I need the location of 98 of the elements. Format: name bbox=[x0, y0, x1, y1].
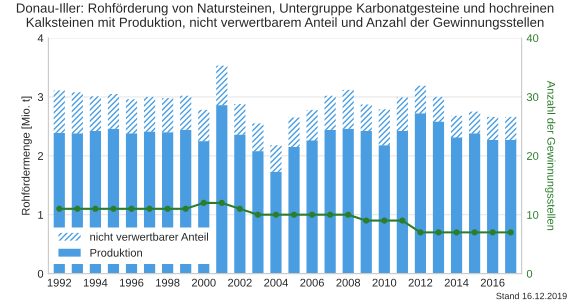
bar bbox=[396, 131, 408, 274]
x-tick-label: 2002 bbox=[228, 278, 252, 287]
bar bbox=[469, 112, 480, 134]
point bbox=[508, 229, 514, 236]
bar bbox=[72, 92, 83, 134]
x-tick-label: 2010 bbox=[372, 278, 396, 287]
point bbox=[56, 206, 62, 212]
x-tick-label: 2014 bbox=[444, 278, 469, 287]
x-tick-label: 2004 bbox=[264, 278, 288, 287]
y2-axis-title: Anzahl der Gewinnungsstellen bbox=[545, 80, 556, 230]
bar bbox=[234, 134, 246, 274]
point bbox=[471, 229, 478, 236]
bar bbox=[360, 131, 372, 274]
bar bbox=[432, 122, 444, 274]
bar bbox=[270, 145, 282, 172]
point bbox=[110, 206, 117, 212]
bar bbox=[378, 109, 390, 146]
y-axis-title: Rohfördermenge [Mio. t] bbox=[21, 96, 32, 215]
y2-tick-label: 20 bbox=[526, 152, 538, 160]
bar bbox=[342, 90, 354, 129]
bar bbox=[90, 96, 101, 132]
point bbox=[200, 200, 207, 206]
bar bbox=[288, 146, 300, 274]
x-tick-label: 1998 bbox=[156, 278, 180, 287]
point bbox=[146, 206, 153, 212]
point bbox=[290, 212, 298, 218]
x-tick-label: 1992 bbox=[48, 278, 72, 287]
bar bbox=[198, 110, 210, 142]
y2-tick-label: 10 bbox=[527, 210, 538, 219]
x-tick-label: 1996 bbox=[120, 278, 144, 287]
bar bbox=[396, 97, 408, 132]
point bbox=[399, 217, 406, 224]
y-tick-label: 2 bbox=[38, 152, 44, 160]
point bbox=[128, 206, 135, 212]
y-tick-label: 1 bbox=[38, 211, 44, 219]
bar bbox=[270, 172, 282, 274]
bar bbox=[54, 90, 65, 133]
legend-label: Produktion bbox=[90, 248, 142, 257]
bar bbox=[108, 94, 120, 129]
bar bbox=[505, 140, 516, 274]
y-tick-label: 3 bbox=[38, 93, 44, 102]
point bbox=[417, 229, 424, 236]
x-tick-label: 2006 bbox=[300, 278, 324, 287]
point bbox=[345, 212, 352, 218]
bar bbox=[306, 140, 318, 274]
bar bbox=[126, 99, 138, 134]
bar bbox=[252, 151, 264, 274]
point bbox=[381, 217, 388, 224]
bar bbox=[234, 104, 246, 135]
point bbox=[254, 212, 262, 218]
text: Stand 16.12.2019 bbox=[496, 292, 567, 300]
bar bbox=[288, 118, 300, 147]
bar bbox=[432, 96, 444, 122]
bar bbox=[180, 96, 192, 130]
bar bbox=[469, 133, 480, 274]
point bbox=[92, 206, 99, 212]
point bbox=[182, 206, 189, 212]
bar bbox=[450, 116, 462, 138]
bar bbox=[324, 130, 336, 274]
y2-tick-label: 0 bbox=[526, 270, 532, 278]
bar bbox=[487, 116, 498, 140]
chart-title: Donau-Iller: Rohförderung von Natursteinen, Untergruppe Karbonatgesteine und hochreinen Kalksteinen mit Produktion, nicht verwertbarem Anteil und Anzahl der Gewinnungsstellen bbox=[16, 3, 554, 30]
x-tick-label: 2008 bbox=[336, 278, 360, 287]
point bbox=[453, 229, 460, 236]
x-tick-label: 1994 bbox=[84, 278, 108, 287]
bar bbox=[505, 116, 516, 140]
y-tick-label: 0 bbox=[38, 270, 44, 278]
point bbox=[327, 212, 334, 218]
x-tick-label: 2012 bbox=[408, 278, 432, 287]
bar bbox=[216, 105, 228, 274]
point bbox=[272, 212, 280, 218]
bar bbox=[378, 145, 390, 274]
bar bbox=[324, 96, 336, 130]
bar bbox=[342, 128, 354, 274]
point bbox=[308, 212, 316, 218]
bar bbox=[414, 113, 426, 274]
bar bbox=[487, 140, 498, 274]
point bbox=[363, 217, 370, 224]
x-tick-label: 2016 bbox=[480, 278, 505, 287]
y-tick-label: 4 bbox=[38, 34, 44, 42]
point bbox=[490, 229, 496, 236]
x-tick-label: 2000 bbox=[192, 278, 216, 287]
bar bbox=[414, 86, 426, 114]
bar bbox=[360, 104, 372, 132]
y2-tick-label: 40 bbox=[526, 34, 538, 42]
bar bbox=[450, 138, 462, 274]
point bbox=[164, 206, 171, 212]
bar bbox=[162, 98, 174, 132]
point bbox=[218, 200, 225, 206]
point bbox=[435, 229, 442, 236]
bar bbox=[144, 96, 156, 132]
bar bbox=[252, 123, 264, 152]
point bbox=[74, 206, 80, 212]
bar bbox=[216, 66, 228, 106]
point bbox=[236, 206, 243, 212]
legend-label: nicht verwertbarer Anteil bbox=[90, 232, 208, 241]
bar bbox=[306, 110, 318, 140]
y2-tick-label: 30 bbox=[526, 93, 538, 102]
